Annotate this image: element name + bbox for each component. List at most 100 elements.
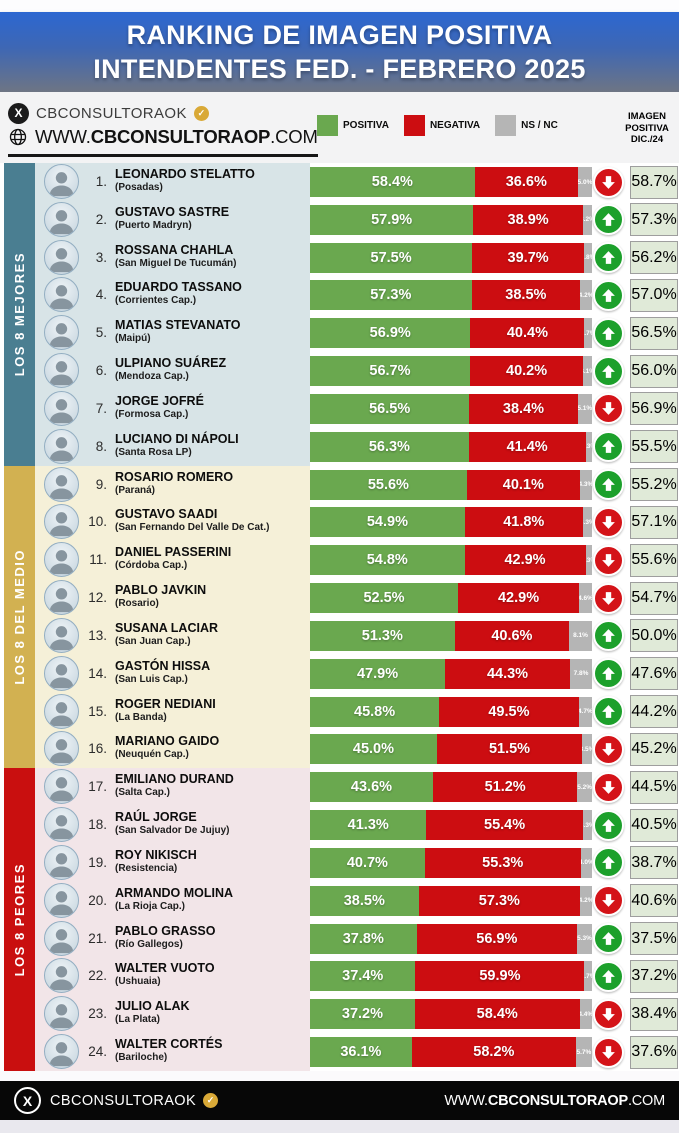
intendente-name: ARMANDO MOLINA [115, 885, 234, 900]
dic24-value: 44.2% [630, 695, 678, 729]
rank-number: 7. [95, 400, 107, 416]
dic24-value: 50.0% [630, 619, 678, 653]
subheader: X CBCONSULTORAOK ✓ WWW.CBCONSULTORAOP.CO… [0, 92, 679, 163]
city-label: (Río Gallegos) [115, 938, 183, 950]
image-bar: 41.3% 55.4% 3.3% [310, 810, 592, 841]
image-bar: 58.4% 36.6% 5.0% [310, 167, 592, 197]
trend-down-icon [593, 1036, 624, 1068]
negativa-value: 40.6% [491, 627, 533, 644]
dic24-value: 57.3% [630, 203, 678, 237]
nsnc-bar-segment: 3.3% [582, 810, 592, 841]
footer-website-prefix: WWW. [444, 1092, 488, 1109]
image-bar: 56.5% 38.4% 5.1% [310, 393, 592, 424]
nsnc-bar-segment: 2.8% [584, 242, 592, 273]
legend-item-positiva: POSITIVA [317, 115, 389, 136]
avatar [44, 353, 79, 389]
negativa-value: 38.9% [507, 211, 549, 228]
image-bar: 54.9% 41.8% 3.3% [310, 507, 592, 538]
person-info: ROY NIKISCH (Resistencia) [115, 848, 309, 875]
avatar [44, 239, 79, 275]
positiva-bar-segment: 37.8% [310, 923, 417, 954]
intendente-name: DANIEL PASSERINI [115, 545, 232, 560]
positiva-value: 51.3% [361, 627, 403, 644]
negativa-bar-segment: 44.3% [445, 658, 570, 689]
positiva-value: 37.8% [342, 930, 384, 947]
avatar [44, 201, 79, 237]
person-info: ROGER NEDIANI (La Banda) [115, 697, 309, 724]
person-info: LEONARDO STELATTO (Posadas) [115, 167, 309, 194]
positiva-bar-segment: 37.4% [310, 961, 416, 992]
trend-up-icon [593, 431, 624, 463]
section-los-8-mejores: LOS 8 MEJORES 1. LEONARDO STELATTO (Posadas… [0, 163, 679, 466]
positiva-value: 57.3% [370, 287, 412, 304]
section-los-8-del-medio: LOS 8 DEL MEDIO 9. ROSARIO ROMERO (Paraná) 5… [0, 465, 679, 769]
legend-label-positiva: POSITIVA [343, 120, 389, 131]
city-label: (La Plata) [115, 1014, 161, 1026]
nsnc-bar-segment: 4.4% [579, 999, 592, 1030]
ranking-row: 1. LEONARDO STELATTO (Posadas) 58.4% 36.6% 5.… [35, 163, 679, 201]
positiva-value: 56.9% [369, 325, 411, 342]
positiva-value: 37.4% [342, 968, 384, 985]
person-info: WALTER VUOTO (Ushuaia) [115, 961, 309, 988]
negativa-bar-segment: 55.4% [426, 810, 583, 841]
intendente-name: ROSSANA CHAHLA [115, 242, 234, 257]
section-rows: 9.ROSARIO ROMERO(Paraná)55.6%40.1%4.3%55… [35, 465, 679, 769]
ranking-row: 13. SUSANA LACIAR (San Juan Cap.) 51.3% 40.6… [35, 617, 679, 655]
city-label: (Formosa Cap.) [115, 408, 189, 420]
nsnc-value: 4.2% [580, 291, 592, 299]
negativa-value: 59.9% [479, 968, 521, 985]
intendente-name: JORGE JOFRÉ [115, 393, 204, 408]
city-label: (Rosario) [115, 598, 159, 610]
ranking-row: 12. PABLO JAVKIN (Rosario) 52.5% 42.9% 4.6% 54… [35, 579, 679, 617]
image-bar: 57.9% 38.9% 3.2% [310, 204, 592, 235]
nsnc-value: 4.2% [580, 897, 592, 905]
ranking-row: 3. ROSSANA CHAHLA (San Miguel De Tucumán) 5… [35, 239, 679, 277]
x-handle: CBCONSULTORAOK [36, 104, 187, 122]
nsnc-value: 5.7% [576, 1048, 592, 1056]
positiva-value: 38.5% [343, 892, 385, 909]
image-bar: 38.5% 57.3% 4.2% [310, 885, 592, 916]
dic24-value: 37.2% [630, 959, 678, 993]
nsnc-bar-segment: 5.2% [577, 772, 592, 803]
negativa-value: 49.5% [488, 703, 530, 720]
ranking-row: 17. EMILIANO DURAND (Salta Cap.) 43.6% 51.2%… [35, 768, 679, 806]
negativa-value: 40.4% [506, 325, 548, 342]
rank-number: 1. [95, 174, 107, 189]
negativa-value: 41.4% [506, 438, 548, 455]
section-label: LOS 8 MEJORES [12, 252, 27, 377]
positiva-bar-segment: 55.6% [310, 469, 467, 500]
rank-number: 15. [88, 703, 107, 719]
negativa-value: 58.4% [476, 1006, 518, 1023]
negativa-value: 44.3% [486, 665, 529, 682]
city-label: (Santa Rosa LP) [115, 446, 192, 458]
title-banner: RANKING DE IMAGEN POSITIVA INTENDENTES F… [0, 12, 679, 92]
section-sidebar: LOS 8 MEJORES [4, 163, 35, 466]
nsnc-bar-segment: 2.3% [585, 431, 592, 462]
section-rows: 1. LEONARDO STELATTO (Posadas) 58.4% 36.6% 5.… [35, 163, 679, 466]
image-bar: 47.9% 44.3% 7.8% [310, 658, 592, 689]
rank-number: 24. [88, 1044, 107, 1060]
dic24-value: 54.7% [630, 581, 678, 615]
website-bold: CBCONSULTORAOP [90, 126, 271, 147]
website-prefix: WWW. [35, 126, 91, 147]
intendente-name: RAÚL JORGE [115, 810, 197, 825]
dic24-value: 40.5% [630, 808, 678, 842]
intendente-name: ROY NIKISCH [115, 847, 197, 862]
dic24-value: 55.5% [630, 430, 678, 464]
trend-up-icon [593, 960, 624, 992]
trend-up-icon [593, 242, 624, 274]
ranking-row: 4. EDUARDO TASSANO (Corrientes Cap.) 57.3% 3… [35, 276, 679, 314]
rank-number: 17. [88, 779, 107, 795]
trend-up-icon [593, 279, 624, 311]
rank-number: 2. [95, 211, 107, 227]
nsnc-bar-segment: 4.7% [578, 696, 592, 727]
person-info: GUSTAVO SAADI (San Fernando Del Valle De … [115, 507, 309, 534]
person-info: EMILIANO DURAND (Salta Cap.) [115, 772, 309, 799]
positiva-value: 54.9% [366, 514, 408, 531]
ranking-row: 15. ROGER NEDIANI (La Banda) 45.8% 49.5% 4.7%… [35, 693, 679, 731]
negativa-bar-segment: 40.1% [466, 469, 580, 500]
positiva-value: 45.8% [354, 703, 396, 720]
rank-number: 18. [88, 817, 107, 833]
trend-down-icon [593, 393, 624, 425]
image-bar: 56.7% 40.2% 3.1% [310, 356, 592, 387]
